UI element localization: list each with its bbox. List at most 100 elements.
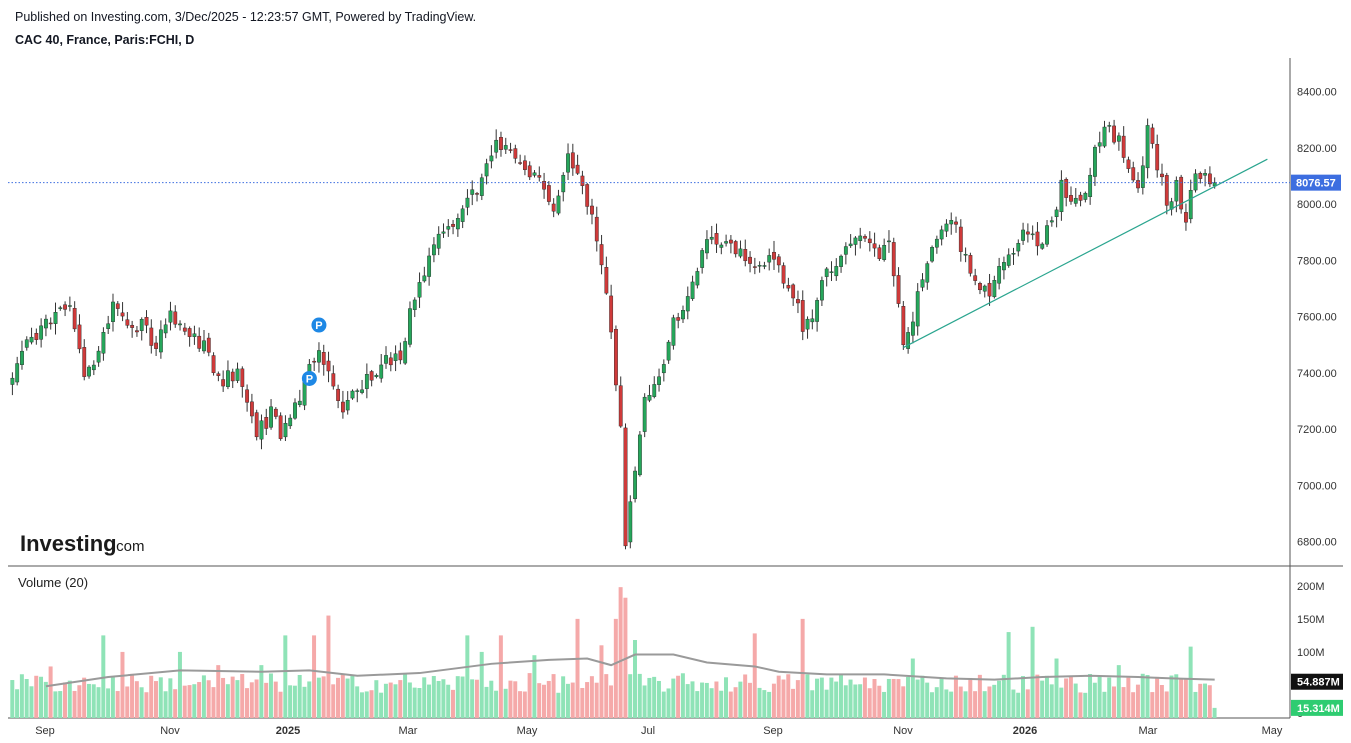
volume-bar bbox=[618, 587, 623, 718]
volume-bar bbox=[1159, 685, 1164, 718]
candle bbox=[259, 414, 264, 450]
candle bbox=[1021, 222, 1025, 245]
volume-bar bbox=[307, 681, 312, 718]
candle bbox=[489, 145, 494, 169]
volume-bar bbox=[345, 678, 350, 718]
volume-bar bbox=[580, 687, 585, 718]
volume-bar bbox=[685, 684, 690, 718]
time-tick-label: Sep bbox=[763, 725, 783, 737]
candle bbox=[930, 245, 934, 263]
volume-bar bbox=[1078, 692, 1083, 718]
candle bbox=[968, 252, 973, 277]
logo-suffix: .com bbox=[112, 538, 145, 555]
candle bbox=[891, 237, 896, 287]
volume-bar bbox=[106, 688, 111, 718]
volume-bar bbox=[786, 674, 791, 718]
candle bbox=[681, 305, 685, 323]
volume-bar bbox=[953, 675, 958, 718]
candle bbox=[216, 371, 221, 382]
candle bbox=[503, 137, 508, 154]
event-marker[interactable]: P bbox=[311, 317, 327, 333]
volume-bar bbox=[350, 675, 355, 718]
volume-bar bbox=[738, 681, 743, 718]
volume-bar bbox=[144, 692, 149, 718]
volume-bar bbox=[470, 679, 475, 718]
volume-bar bbox=[724, 677, 728, 718]
volume-bar bbox=[848, 679, 853, 718]
volume-bar bbox=[393, 684, 398, 718]
candle bbox=[341, 390, 345, 419]
volume-bar bbox=[82, 677, 87, 718]
candle bbox=[398, 342, 403, 365]
volume-bar bbox=[867, 688, 872, 718]
candle bbox=[226, 360, 230, 390]
candle bbox=[345, 391, 350, 415]
candle bbox=[934, 235, 939, 254]
candle bbox=[91, 360, 96, 376]
candle bbox=[604, 256, 609, 295]
volume-bar bbox=[326, 615, 331, 718]
time-tick-label: Mar bbox=[1139, 725, 1158, 737]
published-caption: Published on Investing.com, 3/Dec/2025 -… bbox=[15, 10, 477, 24]
candle bbox=[1150, 123, 1155, 149]
volume-bar bbox=[537, 683, 542, 718]
candle bbox=[561, 172, 566, 202]
volume-bar bbox=[34, 675, 39, 718]
candle bbox=[484, 158, 489, 185]
candle bbox=[762, 261, 767, 270]
candle bbox=[724, 234, 729, 247]
event-markers[interactable]: PP bbox=[301, 317, 327, 386]
volume-bar bbox=[915, 679, 920, 718]
volume-bar bbox=[96, 687, 101, 718]
candle bbox=[336, 384, 341, 409]
volume-bar bbox=[489, 680, 494, 718]
volume-bar bbox=[575, 618, 580, 718]
event-marker[interactable]: P bbox=[301, 370, 317, 386]
candle bbox=[1136, 172, 1140, 193]
svg-text:P: P bbox=[306, 373, 313, 385]
candle bbox=[757, 261, 762, 273]
candle bbox=[594, 206, 599, 252]
trend-line[interactable] bbox=[903, 158, 1268, 349]
volume-bar bbox=[474, 679, 479, 718]
time-tick-label: May bbox=[517, 725, 538, 737]
candle bbox=[738, 240, 743, 259]
candle bbox=[1140, 156, 1145, 195]
candle bbox=[360, 379, 364, 395]
candle bbox=[652, 376, 657, 399]
volume-bar bbox=[925, 682, 930, 718]
candle bbox=[48, 317, 53, 330]
volume-bar bbox=[407, 682, 412, 718]
volume-bar bbox=[795, 680, 800, 718]
volume-bar bbox=[1025, 689, 1030, 718]
volume-average-value: 54.887M bbox=[1297, 677, 1340, 689]
candle bbox=[1131, 161, 1136, 183]
candle bbox=[63, 301, 67, 317]
candle bbox=[728, 235, 733, 254]
candle bbox=[288, 414, 293, 429]
volume-bar bbox=[570, 682, 575, 718]
trend-line-segment[interactable] bbox=[903, 158, 1268, 349]
volume-bar bbox=[1140, 673, 1145, 718]
volume-bar bbox=[288, 685, 293, 718]
candle bbox=[997, 257, 1002, 290]
candle bbox=[628, 495, 633, 549]
volume-bar bbox=[565, 683, 570, 718]
volume-bar bbox=[628, 674, 633, 718]
volume-bar bbox=[1131, 692, 1136, 718]
candle bbox=[714, 223, 719, 253]
volume-bar bbox=[1064, 678, 1069, 718]
volume-tick-label: 100M bbox=[1297, 647, 1325, 659]
candle bbox=[1160, 163, 1164, 186]
volume-bar bbox=[896, 679, 901, 718]
candle bbox=[1040, 242, 1045, 250]
volume-bar bbox=[254, 679, 259, 718]
candle bbox=[369, 369, 374, 387]
volume-bar bbox=[1198, 683, 1203, 718]
candle bbox=[479, 173, 484, 201]
candle bbox=[820, 276, 824, 306]
candle bbox=[379, 353, 384, 383]
volume-bar bbox=[163, 691, 168, 718]
volume-bar bbox=[992, 684, 997, 718]
